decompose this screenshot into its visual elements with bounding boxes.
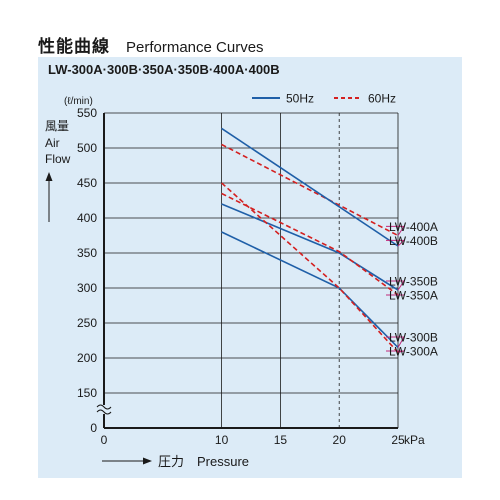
series-label-lw-350a: LW-350A — [389, 289, 438, 303]
x-tick-label: 10 — [215, 433, 229, 447]
series-line-lw-400b — [221, 127, 399, 247]
legend-50hz-label: 50Hz — [286, 92, 314, 106]
x-tick-label: 15 — [274, 433, 288, 447]
y-axis-title-line1: Air — [45, 136, 60, 150]
x-tick-label: 0 — [101, 433, 108, 447]
axis-break-mark — [96, 404, 112, 410]
x-tick-label: 25 — [391, 433, 405, 447]
y-tick-label: 400 — [77, 211, 97, 225]
series-line-lw-300b — [221, 231, 399, 349]
y-tick-label: 350 — [77, 246, 97, 260]
y-tick-label: 300 — [77, 281, 97, 295]
y-axis-title-japanese: 風量 — [45, 119, 69, 133]
y-axis-title-line2: Flow — [45, 152, 71, 166]
leader-line — [386, 280, 405, 291]
leader-line — [386, 225, 405, 236]
series-label-lw-400a: LW-400A — [389, 220, 438, 234]
y-tick-label: 200 — [77, 351, 97, 365]
x-axis-title-japanese: 圧力 — [158, 454, 184, 469]
x-unit-label: kPa — [404, 433, 425, 447]
y-tick-label: 450 — [77, 176, 97, 190]
series-label-lw-300b: LW-300B — [389, 331, 438, 345]
y-tick-label: 550 — [77, 106, 97, 120]
y-tick-label: 500 — [77, 141, 97, 155]
x-axis-arrow-head — [143, 457, 152, 465]
legend-60hz-label: 60Hz — [368, 92, 396, 106]
y-unit-label: (ℓ/min) — [64, 96, 93, 107]
models-label: LW-300A·300B·350A·350B·400A·400B — [48, 62, 280, 77]
y-axis-arrow-head — [45, 172, 53, 181]
series-line-lw-400a — [221, 143, 399, 237]
series-label-lw-400b: LW-400B — [389, 234, 438, 248]
series-line-lw-350a — [221, 192, 399, 296]
axis-break-mark — [96, 409, 112, 415]
x-tick-label: 20 — [333, 433, 347, 447]
leader-line — [386, 239, 406, 247]
x-axis-title: Pressure — [197, 454, 249, 469]
y-tick-label: 0 — [90, 421, 97, 435]
series-line-lw-300a — [221, 182, 399, 353]
series-label-lw-300a: LW-300A — [389, 345, 438, 359]
title-japanese: 性能曲線 — [38, 37, 110, 56]
axis-break-gap — [97, 405, 111, 414]
page-title: 性能曲線 Performance Curves — [38, 32, 264, 56]
y-tick-label: 150 — [77, 386, 97, 400]
series-line-lw-350b — [221, 203, 399, 291]
title-english: Performance Curves — [126, 39, 264, 56]
leader-line — [386, 350, 405, 353]
series-label-lw-350b: LW-350B — [389, 275, 438, 289]
y-tick-label: 250 — [77, 316, 97, 330]
leader-line — [386, 336, 405, 348]
